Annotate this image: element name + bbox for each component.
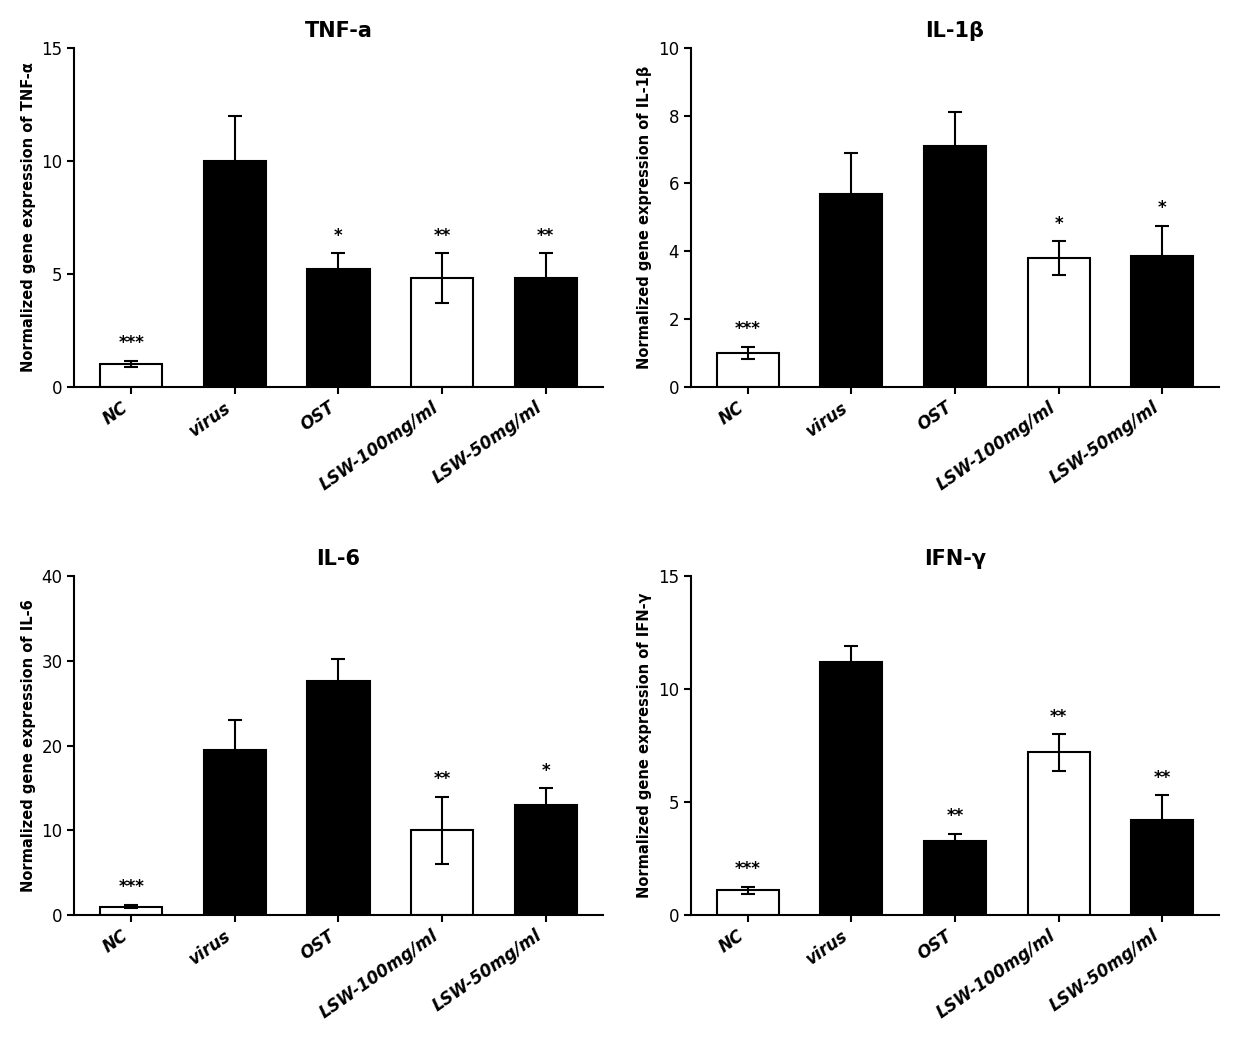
Bar (203, 161, 265, 387)
Bar (308, 680, 370, 915)
Title: IL-1β: IL-1β (925, 21, 985, 41)
Y-axis label: Normalized gene expression of TNF-α: Normalized gene expression of TNF-α (21, 63, 36, 372)
Text: ***: *** (118, 878, 144, 896)
Bar (1131, 257, 1193, 387)
Title: TNF-a: TNF-a (305, 21, 372, 41)
Text: **: ** (1153, 769, 1171, 786)
Text: ***: *** (735, 860, 761, 878)
Bar (924, 146, 986, 387)
Bar (821, 194, 883, 387)
Bar (515, 805, 577, 915)
Bar (924, 841, 986, 915)
Bar (100, 906, 162, 915)
Bar (1131, 820, 1193, 915)
Bar (308, 269, 370, 387)
Text: **: ** (1050, 708, 1068, 726)
Text: *: * (542, 761, 551, 779)
Text: *: * (334, 227, 342, 245)
Title: IFN-γ: IFN-γ (924, 550, 986, 569)
Y-axis label: Normalized gene expression of IL-1β: Normalized gene expression of IL-1β (637, 66, 652, 369)
Bar (1028, 258, 1090, 387)
Bar (203, 750, 265, 915)
Bar (410, 278, 474, 387)
Text: ***: *** (118, 334, 144, 353)
Bar (717, 353, 779, 387)
Title: IL-6: IL-6 (316, 550, 361, 569)
Text: **: ** (946, 807, 963, 825)
Text: *: * (1158, 199, 1167, 217)
Text: ***: *** (735, 320, 761, 338)
Bar (410, 830, 474, 915)
Bar (717, 890, 779, 915)
Bar (100, 364, 162, 387)
Text: *: * (1054, 215, 1063, 233)
Bar (821, 662, 883, 915)
Bar (1028, 752, 1090, 915)
Y-axis label: Normalized gene expression of IFN-γ: Normalized gene expression of IFN-γ (637, 593, 652, 898)
Text: **: ** (434, 227, 450, 245)
Text: **: ** (537, 227, 554, 245)
Y-axis label: Normalized gene expression of IL-6: Normalized gene expression of IL-6 (21, 600, 36, 892)
Bar (515, 278, 577, 387)
Text: **: ** (434, 770, 450, 789)
